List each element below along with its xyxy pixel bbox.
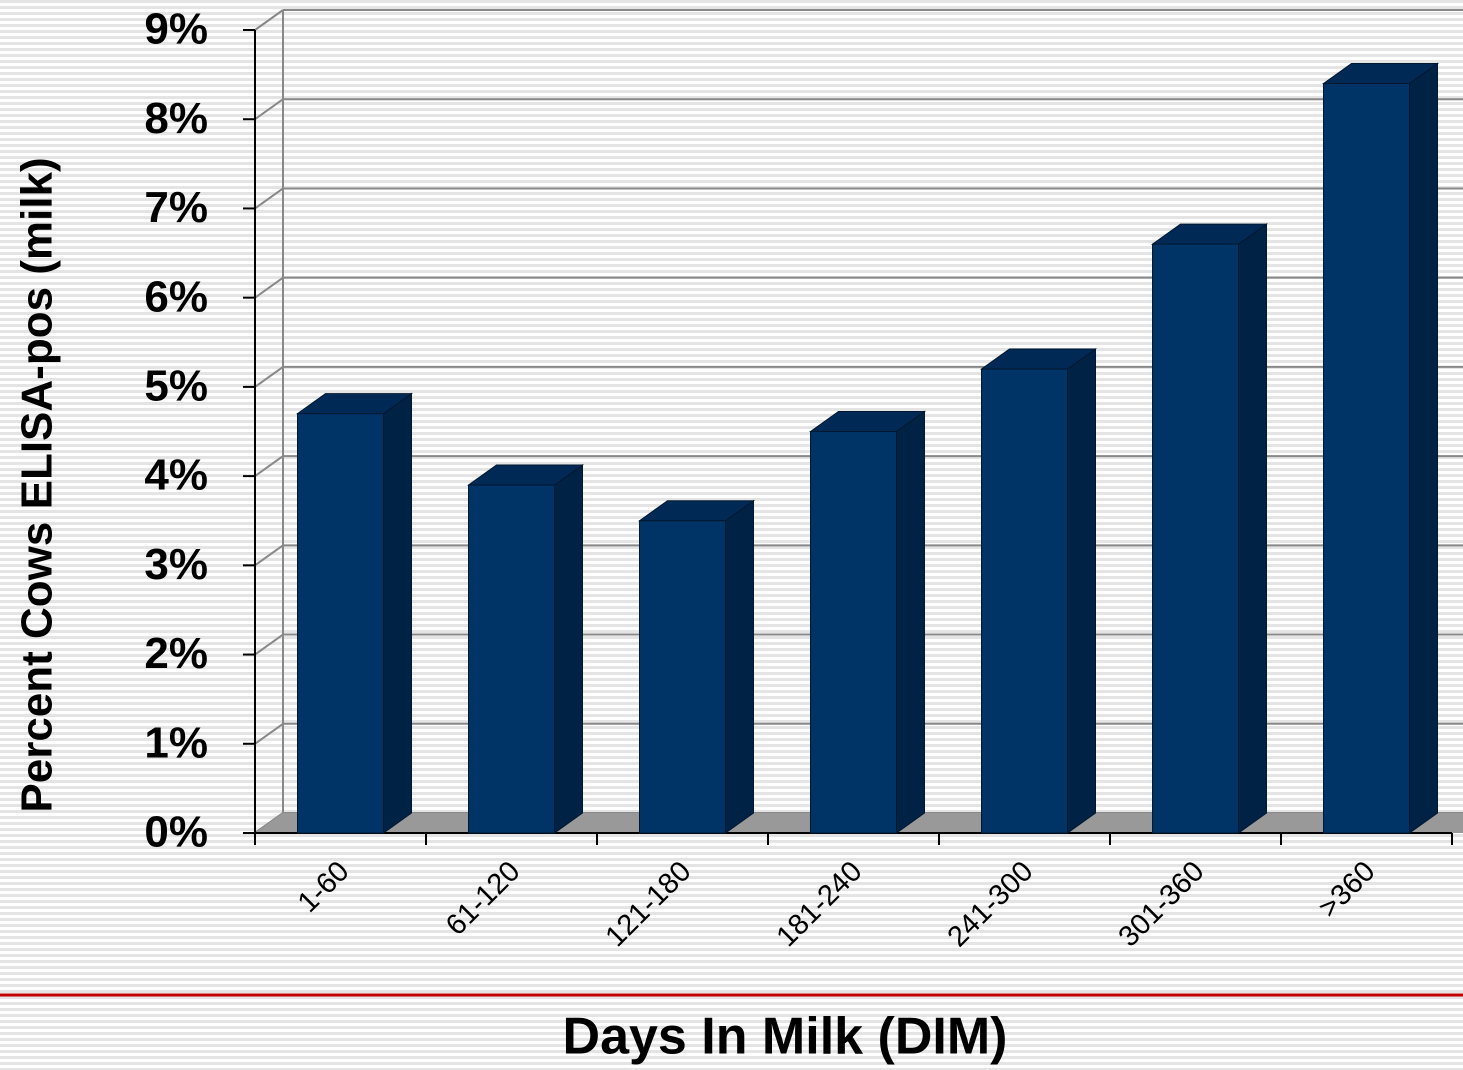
y-axis-label: Percent Cows ELISA-pos (milk) bbox=[13, 157, 62, 812]
y-tick-label: 6% bbox=[144, 272, 208, 321]
y-tick-label: 5% bbox=[144, 362, 208, 411]
bar-front bbox=[297, 413, 384, 834]
bar-front bbox=[981, 368, 1068, 834]
y-tick-label: 9% bbox=[144, 5, 208, 54]
bar bbox=[1150, 223, 1269, 834]
bar-side bbox=[725, 499, 754, 834]
y-tick-label: 4% bbox=[144, 451, 208, 500]
bar-front bbox=[1323, 83, 1410, 834]
bar-side bbox=[1238, 223, 1267, 834]
bar bbox=[979, 348, 1098, 834]
side-grid-line bbox=[254, 98, 284, 121]
y-tick-label: 2% bbox=[144, 629, 208, 678]
y-tick-label: 1% bbox=[144, 718, 208, 767]
bar-side bbox=[383, 392, 412, 834]
side-grid-line bbox=[254, 9, 284, 31]
y-tick-label: 3% bbox=[144, 540, 208, 589]
y-tick-label: 7% bbox=[144, 183, 208, 232]
side-grid-line bbox=[254, 455, 284, 477]
bar bbox=[1321, 62, 1440, 834]
bar-front bbox=[468, 484, 555, 834]
side-grid-line bbox=[254, 633, 284, 656]
bar-front bbox=[1152, 243, 1239, 834]
x-axis-label: Days In Milk (DIM) bbox=[563, 1008, 1008, 1066]
side-grid-line bbox=[254, 276, 284, 299]
bar-front bbox=[810, 431, 897, 834]
side-grid-line bbox=[254, 722, 284, 745]
bar-side bbox=[1409, 62, 1438, 834]
y-tick-label: 8% bbox=[144, 94, 208, 143]
bar-front bbox=[639, 520, 726, 834]
y-tick-label: 0% bbox=[144, 808, 208, 857]
bar bbox=[637, 499, 756, 834]
bar-side bbox=[554, 464, 583, 834]
side-grid-line bbox=[254, 366, 284, 388]
bar bbox=[808, 410, 927, 834]
bar bbox=[295, 392, 414, 834]
side-grid-line bbox=[254, 544, 284, 567]
bar-side bbox=[1067, 348, 1096, 834]
side-grid-line bbox=[254, 187, 284, 210]
bar bbox=[466, 464, 585, 834]
bar-side bbox=[896, 410, 925, 834]
